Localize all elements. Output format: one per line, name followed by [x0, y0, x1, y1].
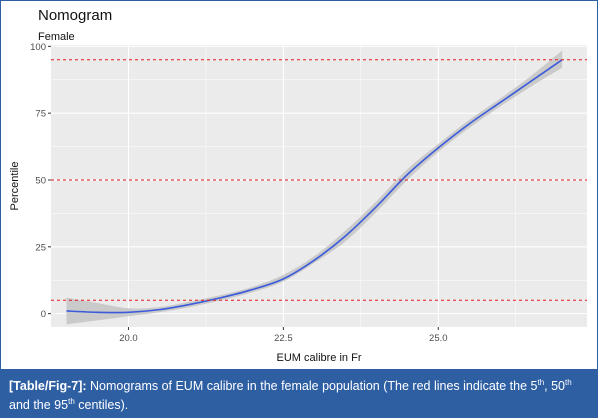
x-tick-label: 20.0 [119, 333, 138, 344]
nomogram-plot: 20.0 22.5 25.0 0 25 50 75 100 EUM calibre in Fr P… [9, 42, 587, 364]
y-tick-label: 75 [35, 109, 46, 120]
caption-sup-2: th [565, 378, 572, 387]
x-tick-label: 22.5 [274, 333, 293, 344]
chart-subtitle: Female [38, 31, 75, 43]
y-tick-label: 25 [35, 242, 46, 253]
plot-panel [51, 45, 587, 327]
y-tick-label: 100 [30, 42, 46, 53]
x-axis-label: EUM calibre in Fr [277, 352, 362, 364]
y-axis-label: Percentile [9, 162, 21, 211]
chart-title: Nomogram [38, 7, 113, 24]
caption-text: Nomograms of EUM calibre in the female p… [90, 379, 538, 394]
y-tick-label: 50 [35, 175, 46, 186]
figure-caption: [Table/Fig-7]: Nomograms of EUM calibre … [1, 369, 597, 417]
caption-sup-1: th [537, 378, 545, 387]
caption-sep-1: , 50 [544, 379, 566, 394]
series-line [66, 59, 563, 314]
x-tick-label: 25.0 [429, 333, 448, 344]
caption-sep-2: and the 95 [9, 398, 69, 413]
y-tick-label: 0 [41, 309, 46, 320]
caption-tail: centiles). [74, 398, 129, 413]
caption-tag: [Table/Fig-7]: [9, 379, 87, 394]
caption-sup-3: th [68, 397, 75, 407]
